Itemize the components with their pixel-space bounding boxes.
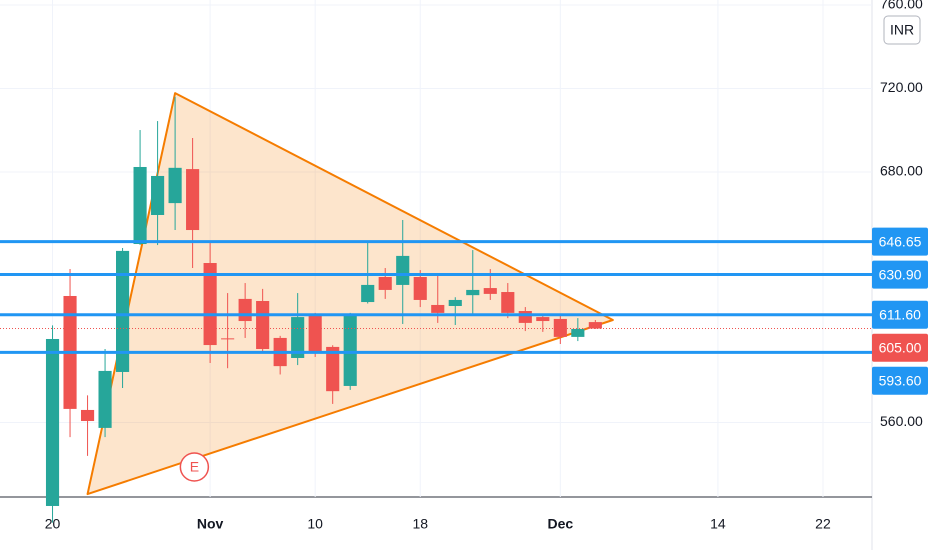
x-tick-label: 10 (307, 516, 323, 532)
candle-body (221, 338, 235, 340)
y-tick-label: 560.00 (880, 413, 923, 429)
price-tag (872, 260, 928, 289)
candle-body (186, 169, 200, 231)
candle-body (326, 346, 340, 392)
x-tick-label: Nov (197, 516, 224, 532)
earnings-marker (179, 452, 210, 482)
candle-body (448, 299, 462, 307)
candle-body (536, 317, 550, 322)
x-tick-label: 14 (710, 516, 726, 532)
candle-body (133, 166, 147, 245)
price-tag (872, 366, 928, 395)
x-tick-label: 18 (412, 516, 428, 532)
candle-body (45, 338, 60, 506)
candle-body (501, 292, 515, 313)
candle-body (378, 276, 392, 290)
y-tick-label: 760.00 (880, 0, 923, 12)
price-tag-label: 593.60 (879, 372, 922, 388)
price-tag (872, 300, 928, 329)
price-tag-label: 646.65 (879, 233, 922, 249)
candle-body (518, 311, 532, 323)
candle-body (588, 322, 602, 329)
candle-body (396, 255, 410, 285)
candle-body (80, 409, 95, 422)
y-tick-label: 720.00 (880, 79, 923, 95)
candle-body (483, 288, 497, 294)
candle-body (98, 370, 112, 428)
price-tag-label: 605.00 (879, 339, 922, 355)
candle-body (466, 289, 480, 296)
earnings-marker-label: E (190, 459, 199, 475)
candle-body (343, 313, 357, 386)
currency-label: INR (890, 22, 914, 38)
candle-body (361, 284, 375, 303)
candle-body (291, 317, 305, 358)
price-tag-label: 630.90 (879, 266, 922, 282)
x-tick-label: 22 (815, 516, 831, 532)
price-tag (872, 227, 928, 256)
x-tick-label: Dec (547, 516, 573, 532)
candle-body (116, 250, 130, 372)
candle-body (168, 167, 182, 204)
x-tick-label: 20 (45, 516, 61, 532)
candle-body (413, 276, 427, 300)
price-tag-label: 611.60 (879, 306, 921, 322)
candle-body (431, 304, 445, 313)
y-tick-label: 680.00 (880, 163, 923, 179)
currency-box (883, 15, 921, 45)
candle-body (553, 318, 567, 337)
candle-body (203, 263, 217, 346)
price-tag (872, 333, 928, 362)
candle-body (256, 300, 270, 350)
candle-body (571, 328, 585, 337)
candle-body (238, 298, 252, 322)
candle-body (308, 313, 322, 353)
candle-body (151, 175, 165, 215)
triangle-pattern (86, 92, 614, 496)
